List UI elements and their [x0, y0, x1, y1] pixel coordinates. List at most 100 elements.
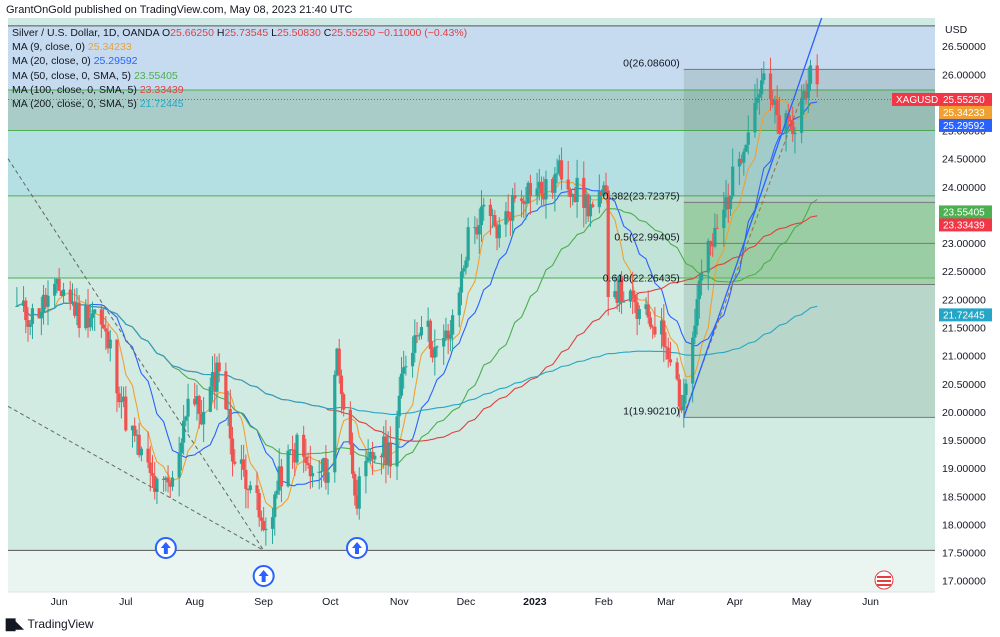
candle-body [202, 411, 206, 425]
candle-body [479, 206, 484, 226]
candle-body [591, 204, 595, 208]
month-tick: Jun [51, 596, 68, 608]
candle-body [213, 372, 217, 392]
ma9-row[interactable]: MA (9, close, 0) 25.34233 [12, 41, 132, 54]
candle-body [613, 291, 617, 297]
candle-body [402, 367, 406, 374]
candle-body [146, 448, 150, 463]
candle-body [108, 339, 112, 349]
candle-body [182, 420, 186, 443]
candle-body [597, 191, 601, 208]
candle-body [451, 315, 455, 335]
candle-body [15, 305, 19, 307]
candle-body [133, 425, 137, 436]
month-tick: 2023 [523, 596, 547, 608]
candle-body [37, 308, 41, 319]
candle-body [21, 300, 26, 306]
price-tag-value: 25.55250 [943, 95, 985, 106]
candle-body [164, 477, 168, 480]
candle-body [368, 451, 372, 458]
candle-body [101, 324, 106, 329]
fib-level-label: 0.618(22.26435) [603, 272, 680, 284]
candle-body [791, 121, 795, 135]
candle-body [473, 227, 477, 229]
candle-body [342, 394, 346, 410]
candle-body [417, 335, 421, 337]
ma50-row[interactable]: MA (50, close, 0, SMA, 5) 23.55405 [12, 69, 178, 82]
candle-body [726, 197, 730, 209]
candle-body [722, 209, 726, 229]
candle-body [715, 227, 719, 229]
candle-body [259, 517, 264, 521]
candle-body [179, 442, 183, 454]
price-tick: 21.50000 [942, 323, 986, 335]
candle-body [293, 449, 297, 463]
candle-body [528, 182, 533, 197]
candle-body [724, 197, 728, 210]
candle-body [124, 396, 128, 431]
candle-body [370, 451, 375, 460]
candle-body [59, 290, 63, 296]
ma20-row[interactable]: MA (20, close, 0) 25.29592 [12, 55, 138, 68]
candle-body [659, 320, 664, 335]
high-value: 25.73545 [224, 27, 269, 39]
blue-trendline [683, 17, 823, 418]
candle-body [286, 450, 290, 487]
price-tick: 18.50000 [942, 491, 986, 503]
candle-body [162, 478, 166, 480]
candle-body [666, 347, 670, 360]
candle-body [773, 100, 777, 105]
candle-body [646, 304, 650, 318]
candle-body [130, 425, 135, 431]
candle-body [697, 280, 701, 300]
candle-body [506, 211, 510, 218]
price-tick: 26.00000 [942, 69, 986, 81]
candle-body [648, 317, 653, 327]
candle-body [384, 436, 388, 465]
candle-body [264, 528, 268, 531]
drawings: 0(26.08600) 0.382(23.72375) 0.5(22.99405) 0… [7, 17, 935, 590]
candle-body [775, 100, 779, 116]
candle-body [448, 334, 452, 339]
month-tick: Jun [862, 596, 879, 608]
price-tick: 19.00000 [942, 463, 986, 475]
candle-body [555, 173, 559, 175]
candle-body [633, 296, 637, 303]
ma100-row[interactable]: MA (100, close, 0, SMA, 5) 23.33439 [12, 83, 184, 96]
candle-body [55, 278, 59, 284]
candle-body [522, 200, 526, 204]
symbol-row: Silver / U.S. Dollar, 1D, OANDA O25.6625… [12, 27, 468, 39]
candle-body [619, 276, 624, 302]
candle-body [668, 359, 673, 363]
candle-body [804, 91, 808, 99]
candle-body [53, 283, 57, 296]
candle-body [364, 461, 368, 477]
candle-body [744, 144, 748, 152]
candle-body [242, 459, 246, 470]
ma200-row[interactable]: MA (200, close, 0, SMA, 5) 21.72445 [12, 98, 184, 111]
candle-body [41, 294, 46, 312]
tradingview-footer[interactable]: ▇◣ TradingView [6, 617, 94, 631]
candle-body [806, 83, 810, 99]
month-tick: Jul [119, 596, 132, 608]
candle-body [495, 226, 499, 239]
candle-body [430, 349, 435, 358]
candle-body [808, 65, 813, 84]
candle-body [262, 520, 266, 531]
candle-body [731, 166, 735, 197]
candle-body [542, 193, 546, 200]
candle-body [488, 204, 492, 216]
ma-9-line [16, 95, 818, 510]
candle-body [139, 448, 143, 456]
candle-body [388, 443, 392, 467]
candle-body [537, 181, 541, 189]
candle-body [571, 194, 575, 197]
candle-body [604, 185, 608, 191]
candle-body [295, 434, 299, 463]
candle-body [153, 475, 157, 492]
candle-body [317, 471, 321, 474]
candle-body [177, 453, 181, 478]
candle-body [433, 346, 437, 358]
candle-body [39, 311, 43, 319]
